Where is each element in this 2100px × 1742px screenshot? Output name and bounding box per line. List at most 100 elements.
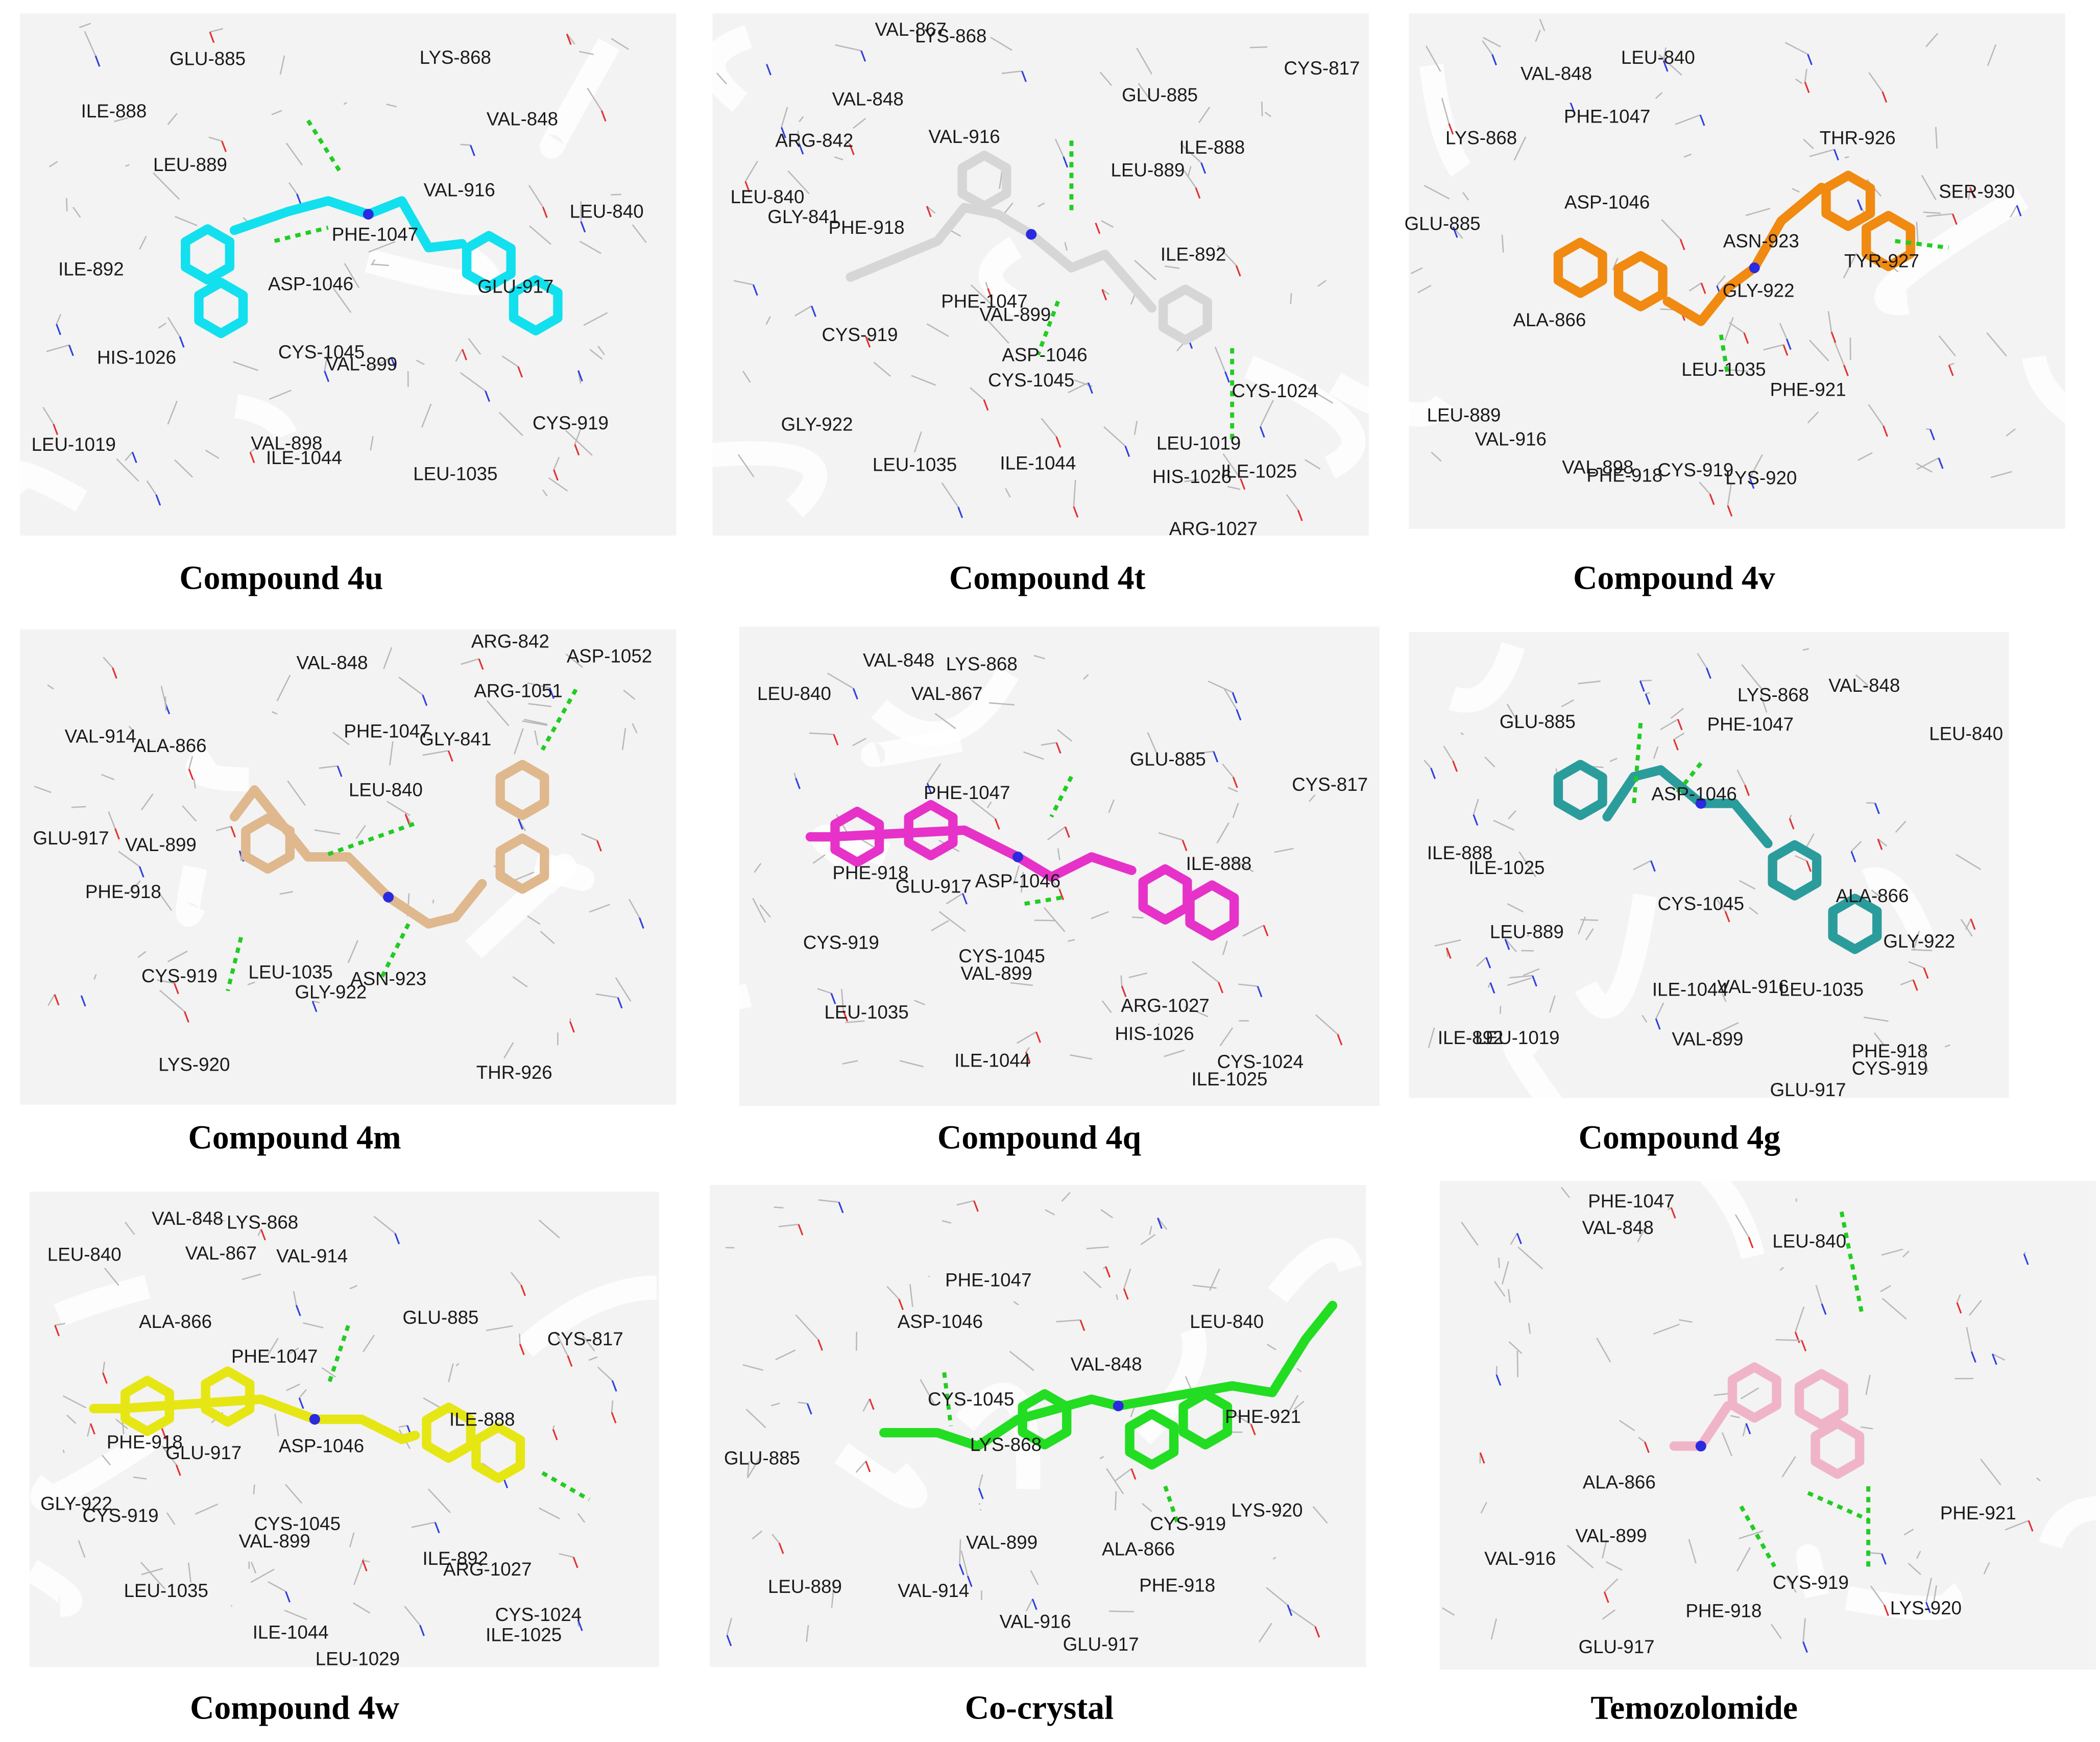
residue-label: PHE-921 — [1225, 1406, 1301, 1427]
ribbon — [1874, 187, 2029, 315]
residue-stick — [353, 1558, 365, 1585]
residue-stick — [1045, 1209, 1055, 1216]
residue-stick — [582, 1336, 595, 1351]
residue-label: LEU-840 — [1190, 1311, 1264, 1332]
residue-stick — [942, 1220, 952, 1224]
atom-stick — [830, 993, 836, 1004]
residue-stick — [73, 207, 81, 218]
residue-stick — [909, 1284, 913, 1307]
residue-stick — [1005, 488, 1011, 498]
residue-stick — [842, 1060, 858, 1065]
atom-stick — [553, 469, 559, 481]
residue-label: PHE-1047 — [332, 224, 418, 245]
residue-label: LEU-889 — [153, 154, 227, 175]
ribbon — [517, 1275, 657, 1357]
residue-stick — [251, 1561, 257, 1574]
residue-label: ASN-923 — [350, 968, 426, 989]
ribbon — [834, 1443, 928, 1509]
atom-stick — [422, 694, 428, 706]
residue-stick — [1679, 1319, 1693, 1323]
atom-stick — [56, 324, 61, 335]
atom-stick — [1706, 667, 1711, 679]
residue-stick — [1966, 1327, 1972, 1352]
residue-stick — [1041, 418, 1057, 438]
residue-stick — [1258, 1623, 1272, 1643]
ribbon — [176, 865, 207, 927]
residue-stick — [167, 317, 181, 337]
residue-stick — [970, 284, 994, 306]
residue-stick — [1527, 933, 1530, 937]
residue-label: CYS-1045 — [958, 946, 1045, 966]
residue-stick — [771, 1534, 780, 1544]
residue-stick — [269, 390, 292, 400]
atom-stick — [1232, 692, 1238, 704]
residue-stick — [352, 1602, 371, 1614]
residue-label: LEU-840 — [47, 1244, 122, 1265]
atom-stick — [1951, 213, 1958, 225]
residue-stick — [565, 653, 583, 668]
residue-stick — [1083, 674, 1089, 680]
residue-stick — [1123, 1268, 1131, 1289]
residue-label: GLU-917 — [165, 1442, 242, 1463]
hydrogen-bond — [540, 688, 578, 751]
residue-stick — [1779, 1267, 1784, 1271]
atom-stick — [1925, 1602, 1931, 1613]
residue-stick — [621, 728, 626, 751]
nitrogen-atom — [1113, 1400, 1124, 1412]
ribbon — [1448, 642, 1525, 713]
ribbon — [1329, 373, 1456, 427]
ligand-ring — [1794, 1369, 1848, 1430]
residue-label: ASP-1046 — [975, 870, 1060, 891]
residue-label: ARG-1027 — [443, 1559, 532, 1580]
atom-stick — [1213, 751, 1219, 763]
residue-stick — [611, 38, 629, 50]
residue-stick — [141, 1567, 163, 1576]
residue-label: PHE-1047 — [1564, 106, 1650, 127]
atom-stick — [617, 997, 623, 1009]
residue-label: PHE-918 — [85, 881, 161, 902]
atom-stick — [1452, 760, 1458, 772]
residue-stick — [1741, 1387, 1759, 1399]
atom-stick — [184, 1011, 189, 1023]
residue-stick — [1428, 1027, 1435, 1048]
atom-stick — [1064, 826, 1070, 838]
atom-stick — [1157, 1217, 1163, 1229]
residue-stick — [1483, 37, 1501, 47]
residue-stick — [959, 1539, 961, 1564]
ligand-ring — [1613, 251, 1668, 311]
residue-label: LEU-1035 — [249, 961, 333, 982]
residue-stick — [1870, 1585, 1885, 1606]
ribbon — [1419, 64, 1471, 177]
residue-stick — [233, 361, 258, 371]
residue-label: ASP-1046 — [1002, 344, 1087, 365]
residue-stick — [1925, 1578, 1933, 1603]
residue-label: GLU-885 — [1405, 213, 1481, 234]
residue-label: GLU-917 — [33, 828, 109, 849]
atom-stick — [102, 1372, 108, 1384]
residue-label: LEU-1035 — [824, 1002, 908, 1023]
docking-panel: PHE-1047 VAL-848 LEU-840 ALA-866 PHE-921 VAL-… — [1439, 1146, 2100, 1727]
ligand-ring — [462, 231, 516, 292]
residue-stick — [1721, 1432, 1733, 1457]
ligand-ring — [1553, 237, 1607, 298]
residue-stick — [1637, 1224, 1648, 1243]
atom-stick — [434, 1522, 440, 1534]
residue-label: CYS-919 — [533, 413, 609, 433]
ligand-ring — [1018, 1389, 1072, 1449]
atom-stick — [1031, 1599, 1037, 1610]
atom-stick — [639, 917, 644, 929]
residue-stick — [742, 1364, 764, 1371]
residue-stick — [1724, 317, 1734, 341]
residue-stick — [1921, 175, 1937, 200]
residue-stick — [314, 829, 341, 835]
residue-stick — [1013, 1301, 1019, 1305]
residue-stick — [1741, 664, 1763, 690]
residue-stick — [569, 1018, 571, 1022]
hydrogen-bond — [541, 1471, 591, 1502]
residue-stick — [514, 728, 524, 755]
atom-stick — [726, 1635, 732, 1647]
residue-stick — [137, 951, 147, 958]
residue-stick — [911, 375, 936, 386]
residue-stick — [1795, 855, 1807, 862]
atom-stick — [1603, 1591, 1609, 1603]
